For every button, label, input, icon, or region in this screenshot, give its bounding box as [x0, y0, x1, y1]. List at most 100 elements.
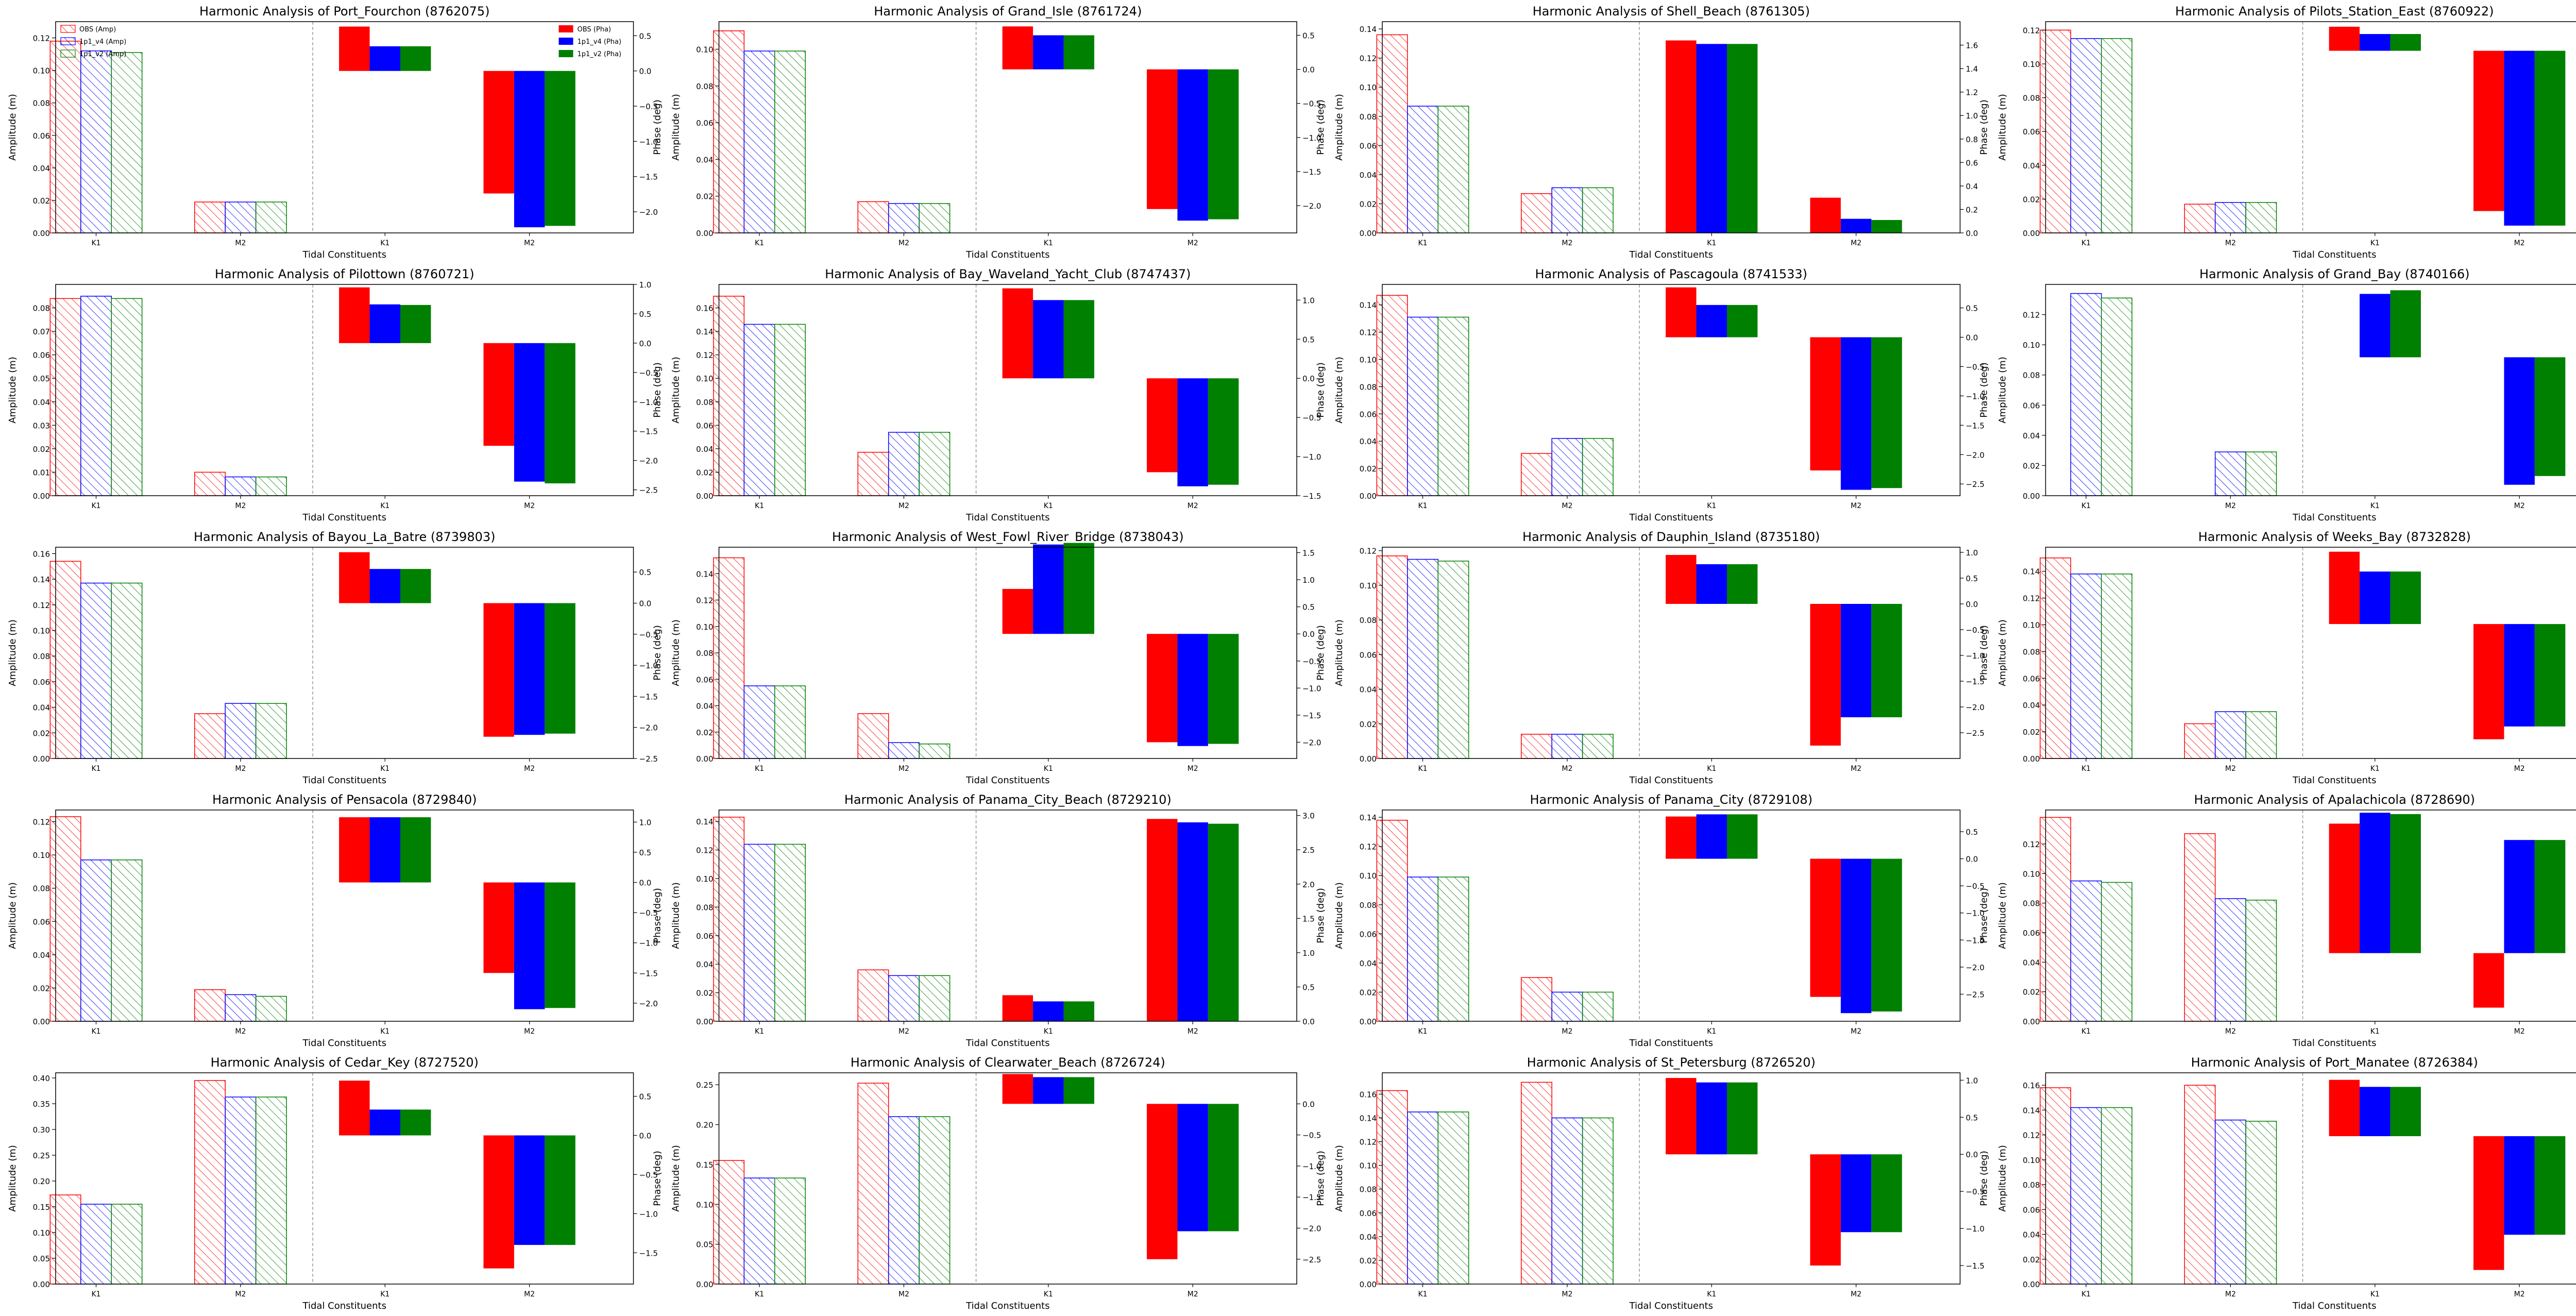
x-tick-label: M2 [235, 1290, 246, 1298]
amp-tick-label: 0.12 [33, 818, 50, 827]
amp-tick-label: 0.15 [696, 1160, 713, 1170]
x-tick-label: K1 [2370, 1027, 2380, 1036]
amp-tick-label: 0.16 [33, 549, 50, 559]
pha-bar-obs-M2 [1147, 70, 1177, 209]
amp-bar-v2-K1 [2102, 1108, 2132, 1284]
x-axis-label: Tidal Constituents [302, 249, 386, 260]
pha-tick-label: 0.5 [1302, 335, 1315, 344]
amp-tick-label: 0.02 [2023, 461, 2040, 470]
pha-bar-v2-M2 [2535, 51, 2565, 226]
amp-tick-label: 0.02 [1360, 199, 1377, 209]
amp-bar-v4-M2 [2215, 452, 2246, 496]
amp-tick-label: 0.04 [2023, 161, 2040, 171]
pha-bar-obs-M2 [1810, 198, 1840, 233]
amp-bar-v2-K1 [111, 298, 142, 496]
amp-bar-v4-K1 [2071, 294, 2101, 496]
pha-tick-label: 2.5 [1302, 846, 1315, 855]
amp-bar-v4-K1 [2071, 39, 2101, 233]
subplot-title: Harmonic Analysis of Dauphin_Island (873… [1522, 530, 1820, 544]
pha-bar-obs-M2 [1810, 604, 1840, 746]
y-axis-label-phase: Phase (deg) [1315, 625, 1326, 680]
amp-bar-v2-M2 [2246, 452, 2276, 496]
y-axis-label-amplitude: Amplitude (m) [1997, 357, 2008, 424]
amp-tick-label: 0.06 [2023, 929, 2040, 938]
amp-tick-label: 0.06 [1360, 141, 1377, 150]
x-tick-label: M2 [2514, 502, 2525, 510]
pha-bar-v2-K1 [1727, 564, 1757, 604]
amp-bar-obs-M2 [858, 714, 888, 758]
amp-bar-v4-M2 [889, 743, 919, 758]
x-tick-label: M2 [2514, 1027, 2525, 1036]
amp-tick-label: 0.08 [1360, 1185, 1377, 1194]
amp-tick-label: 0.10 [33, 66, 50, 76]
amp-tick-label: 0.04 [33, 703, 50, 713]
amp-tick-label: 0.10 [696, 1200, 713, 1209]
amp-tick-label: 0.12 [1360, 1138, 1377, 1147]
pha-bar-v4-K1 [1033, 545, 1063, 634]
pha-bar-v4-K1 [370, 817, 400, 883]
pha-bar-v2-M2 [1871, 859, 1902, 1011]
x-tick-label: M2 [235, 239, 246, 247]
amp-bar-v2-K1 [111, 1204, 142, 1284]
subplot-title: Harmonic Analysis of Port_Manatee (87263… [2191, 1055, 2478, 1070]
amp-tick-label: 0.10 [33, 627, 50, 636]
x-tick-label: K1 [2081, 1027, 2091, 1036]
amp-tick-label: 0.00 [2023, 492, 2040, 501]
amp-tick-label: 0.14 [33, 575, 50, 584]
amp-tick-label: 0.14 [696, 569, 713, 579]
amp-tick-label: 0.30 [33, 1125, 50, 1135]
amp-tick-label: 0.00 [696, 492, 713, 501]
subplot-8: Harmonic Analysis of Grand_Bay (8740166)… [1997, 267, 2576, 523]
amp-bar-obs-K1 [1377, 1091, 1407, 1284]
pha-tick-label: 0.0 [1302, 65, 1315, 75]
x-tick-label: K1 [1044, 1290, 1053, 1298]
x-tick-label: K1 [755, 765, 764, 773]
x-axis-label: Tidal Constituents [965, 1301, 1049, 1311]
amp-tick-label: 0.14 [1360, 813, 1377, 822]
pha-bar-v4-M2 [514, 71, 545, 227]
pha-bar-v2-M2 [545, 343, 575, 483]
legend-amplitude: OBS (Amp)1p1_v4 (Amp)1p1_v2 (Amp) [61, 25, 126, 58]
amp-bar-v4-M2 [225, 202, 256, 233]
amp-tick-label: 0.06 [1360, 1209, 1377, 1218]
pha-bar-obs-K1 [339, 1081, 369, 1135]
amp-bar-v4-K1 [744, 844, 774, 1021]
pha-bar-v4-K1 [1697, 1083, 1727, 1155]
amp-bar-v2-K1 [775, 686, 805, 758]
amp-tick-label: 0.14 [696, 817, 713, 826]
x-tick-label: M2 [1562, 1290, 1572, 1298]
y-axis-label-amplitude: Amplitude (m) [1334, 882, 1345, 949]
amp-tick-label: 0.16 [1360, 1090, 1377, 1099]
pha-tick-label: 0.5 [1966, 1113, 1978, 1122]
pha-bar-v2-M2 [545, 883, 575, 1008]
amp-bar-v4-M2 [889, 975, 919, 1021]
amp-tick-label: 0.06 [33, 351, 50, 360]
amp-bar-v4-M2 [1552, 438, 1582, 496]
y-axis-label-phase: Phase (deg) [1979, 362, 1990, 417]
amp-bar-v2-M2 [1583, 992, 1613, 1021]
pha-bar-v2-K1 [2390, 290, 2420, 357]
pha-tick-label: −1.0 [1302, 452, 1321, 462]
pha-tick-label: 0.5 [639, 310, 652, 319]
subplot-title: Harmonic Analysis of Cedar_Key (8727520) [211, 1055, 479, 1070]
pha-tick-label: 1.0 [1302, 576, 1315, 585]
pha-tick-label: 3.0 [1302, 812, 1315, 821]
amp-tick-label: 0.12 [1360, 547, 1377, 556]
amp-bar-v4-K1 [744, 51, 774, 233]
amp-tick-label: 0.06 [696, 421, 713, 430]
pha-bar-v2-M2 [1208, 634, 1239, 744]
x-tick-label: K1 [1418, 502, 1427, 510]
amp-tick-label: 0.08 [2023, 371, 2040, 380]
pha-tick-label: −1.5 [1966, 1261, 1985, 1271]
x-tick-label: M2 [2225, 502, 2236, 510]
x-tick-label: K1 [380, 1290, 389, 1298]
subplot-16: Harmonic Analysis of Apalachicola (87286… [1997, 792, 2576, 1049]
pha-bar-obs-K1 [2329, 823, 2360, 953]
x-tick-label: M2 [1851, 239, 1861, 247]
pha-tick-label: 1.0 [639, 818, 652, 827]
pha-bar-obs-M2 [1147, 378, 1177, 472]
amp-tick-label: 0.14 [1360, 25, 1377, 34]
x-tick-label: K1 [2081, 765, 2091, 773]
x-tick-label: M2 [899, 1290, 909, 1298]
amp-bar-obs-K1 [50, 41, 80, 233]
